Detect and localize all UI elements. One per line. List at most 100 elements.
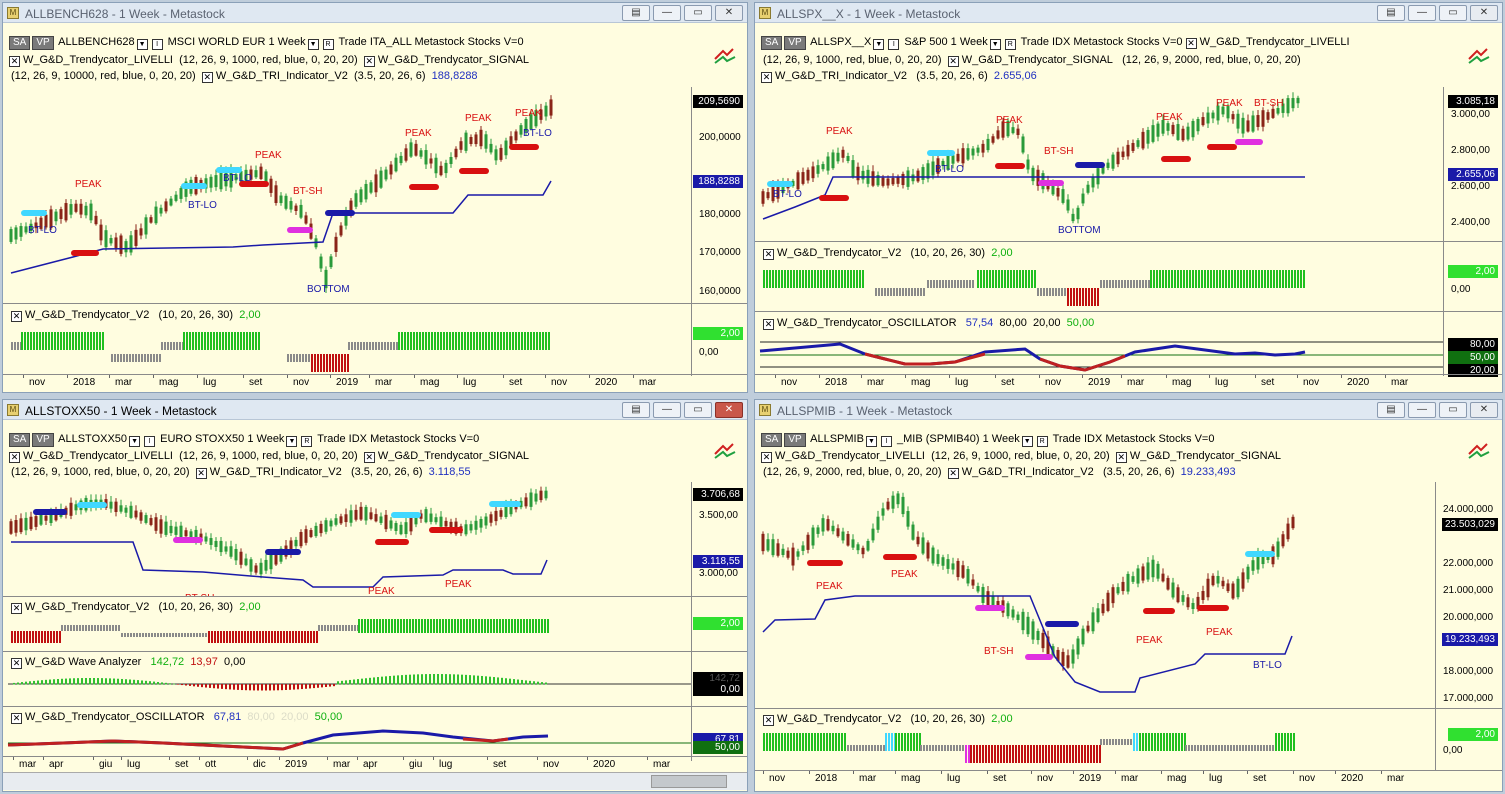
properties-button[interactable]: ▤ (622, 5, 650, 21)
title-bar[interactable]: M ALLSPMIB - 1 Week - Metastock ▤ — ▭ ✕ (755, 400, 1502, 420)
remove-indicator-icon[interactable]: ✕ (11, 713, 22, 724)
histogram-bar (1234, 270, 1236, 288)
remove-indicator-icon[interactable]: ✕ (363, 452, 375, 463)
sa-button[interactable]: SA (761, 433, 783, 447)
scrollbar-thumb[interactable] (651, 775, 727, 788)
remove-indicator-icon[interactable]: ✕ (11, 311, 22, 322)
maximize-button[interactable]: ▭ (1439, 5, 1467, 21)
histogram-bar (1272, 745, 1274, 751)
wave-bar (481, 675, 483, 685)
vp-button[interactable]: VP (784, 36, 806, 50)
remove-indicator-icon[interactable]: ✕ (9, 56, 20, 67)
vp-button[interactable]: VP (32, 36, 54, 50)
chevron-down-icon[interactable]: ▼ (1021, 436, 1033, 447)
close-button[interactable]: ✕ (715, 5, 743, 21)
remove-indicator-icon[interactable]: ✕ (9, 452, 20, 463)
chevron-down-icon[interactable]: ▼ (989, 39, 1001, 50)
oscillator-pane[interactable]: ✕ W_G&D_Trendycator_OSCILLATOR 57,54 80,0… (755, 311, 1502, 377)
remove-indicator-icon[interactable]: ✕ (1115, 452, 1127, 463)
candle (1286, 98, 1290, 114)
i-button[interactable]: I (151, 39, 163, 50)
close-button[interactable]: ✕ (1470, 402, 1498, 418)
r-button[interactable]: R (1036, 436, 1048, 447)
r-button[interactable]: R (322, 39, 334, 50)
oscillator-pane[interactable]: ✕ W_G&D_Trendycator_OSCILLATOR 67,81 80,0… (3, 706, 747, 756)
histogram-bar (1203, 745, 1205, 751)
maximize-button[interactable]: ▭ (1439, 402, 1467, 418)
signal-pill (927, 150, 955, 156)
sa-button[interactable]: SA (9, 433, 31, 447)
candle (1256, 115, 1260, 127)
remove-indicator-icon[interactable]: ✕ (761, 72, 772, 83)
vp-button[interactable]: VP (32, 433, 54, 447)
chevron-down-icon[interactable]: ▼ (307, 39, 319, 50)
indicator-param: 80,00 (247, 711, 275, 723)
properties-button[interactable]: ▤ (622, 402, 650, 418)
title-bar[interactable]: M ALLSPX__X - 1 Week - Metastock ▤ — ▭ ✕ (755, 3, 1502, 23)
histogram-bar (1133, 280, 1135, 288)
horizontal-scrollbar[interactable] (3, 772, 747, 790)
remove-indicator-icon[interactable]: ✕ (363, 56, 375, 67)
maximize-button[interactable]: ▭ (684, 5, 712, 21)
close-button[interactable]: ✕ (715, 402, 743, 418)
trendycator-pane[interactable]: ✕ W_G&D_Trendycator_V2 (10, 20, 26, 30) 2… (3, 596, 747, 651)
remove-indicator-icon[interactable]: ✕ (195, 468, 207, 479)
chart-window-allstoxx50[interactable]: M ALLSTOXX50 - 1 Week - Metastock ▤ — ▭ … (2, 399, 748, 792)
minimize-button[interactable]: — (1408, 402, 1436, 418)
i-button[interactable]: I (144, 436, 156, 447)
remove-indicator-icon[interactable]: ✕ (763, 715, 774, 726)
sa-button[interactable]: SA (9, 36, 31, 50)
chart-window-allspx[interactable]: M ALLSPX__X - 1 Week - Metastock ▤ — ▭ ✕… (754, 2, 1503, 393)
r-button[interactable]: R (1004, 39, 1016, 50)
candle (409, 516, 413, 532)
title-bar[interactable]: M ALLSTOXX50 - 1 Week - Metastock ▤ — ▭ … (3, 400, 747, 420)
trendycator-pane[interactable]: ✕ W_G&D_Trendycator_V2 (10, 20, 26, 30) 2… (3, 303, 747, 374)
remove-indicator-icon[interactable]: ✕ (201, 72, 213, 83)
properties-button[interactable]: ▤ (1377, 5, 1405, 21)
title-bar[interactable]: M ALLBENCH628 - 1 Week - Metastock ▤ — ▭… (3, 3, 747, 23)
i-button[interactable]: I (888, 39, 900, 50)
r-button[interactable]: R (301, 436, 313, 447)
trendycator-pane[interactable]: ✕ W_G&D_Trendycator_V2 (10, 20, 26, 30) 2… (755, 708, 1502, 770)
minimize-button[interactable]: — (653, 5, 681, 21)
chevron-down-icon[interactable]: ▼ (286, 436, 298, 447)
histogram-bar (1001, 270, 1003, 288)
indicator-param: 50,00 (1066, 317, 1095, 329)
histogram-bar (118, 625, 120, 631)
indicator-line-2: ✕ W_G&D_Trendycator_LIVELLI (12, 26, 9, 1… (9, 450, 529, 463)
minimize-button[interactable]: — (653, 402, 681, 418)
chevron-down-icon[interactable]: ▼ (129, 436, 141, 447)
i-button[interactable]: I (880, 436, 892, 447)
remove-indicator-icon[interactable]: ✕ (763, 319, 774, 330)
remove-indicator-icon[interactable]: ✕ (947, 56, 959, 67)
minimize-button[interactable]: — (1408, 5, 1436, 21)
maximize-button[interactable]: ▭ (684, 402, 712, 418)
close-button[interactable]: ✕ (1470, 5, 1498, 21)
chart-window-allspmib[interactable]: M ALLSPMIB - 1 Week - Metastock ▤ — ▭ ✕ … (754, 399, 1503, 792)
chart-window-allbench628[interactable]: M ALLBENCH628 - 1 Week - Metastock ▤ — ▭… (2, 2, 748, 393)
x-tick-mark (763, 771, 764, 774)
chevron-down-icon[interactable]: ▼ (873, 39, 885, 50)
indicator-params: (12, 26, 9, 1000, red, blue, 0, 20, 20) (763, 54, 942, 66)
vp-button[interactable]: VP (784, 433, 806, 447)
remove-indicator-icon[interactable]: ✕ (11, 658, 22, 669)
wave-analyzer-pane[interactable]: ✕ W_G&D Wave Analyzer 142,72 13,97 0,00 1… (3, 651, 747, 706)
chevron-down-icon[interactable]: ▼ (136, 39, 148, 50)
candle (1231, 114, 1235, 120)
properties-button[interactable]: ▤ (1377, 402, 1405, 418)
remove-indicator-icon[interactable]: ✕ (763, 249, 774, 260)
remove-indicator-icon[interactable]: ✕ (1185, 38, 1197, 49)
signal-pill (1075, 162, 1105, 168)
trendycator-pane[interactable]: ✕ W_G&D_Trendycator_V2 (10, 20, 26, 30) 2… (755, 241, 1502, 311)
axis-separator (691, 304, 692, 374)
histogram-bar (250, 631, 252, 643)
sa-button[interactable]: SA (761, 36, 783, 50)
remove-indicator-icon[interactable]: ✕ (947, 468, 959, 479)
chevron-down-icon[interactable]: ▼ (865, 436, 877, 447)
remove-indicator-icon[interactable]: ✕ (11, 603, 22, 614)
remove-indicator-icon[interactable]: ✕ (761, 452, 772, 463)
